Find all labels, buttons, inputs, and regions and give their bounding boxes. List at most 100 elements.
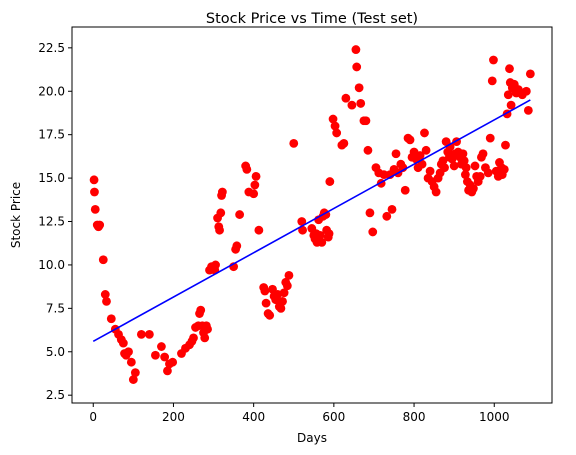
data-point [521,86,531,96]
plot-area [89,45,535,384]
data-point [328,114,338,124]
x-tick-label: 200 [162,410,185,424]
data-point [459,156,469,166]
data-point [200,333,210,343]
y-axis-label: Stock Price [9,182,23,248]
data-point [215,225,224,235]
data-point [330,121,340,131]
data-point [189,333,198,343]
data-point [90,204,100,214]
data-point [391,149,401,159]
data-point [102,297,111,306]
data-point [525,69,535,79]
data-point [475,171,485,181]
data-point [339,138,349,148]
data-point [469,184,478,193]
data-point [506,100,516,110]
data-point [461,163,471,173]
data-point [265,310,275,320]
data-point [216,208,226,218]
y-tick-label: 5.0 [46,345,65,359]
data-point [160,352,170,362]
data-point [203,324,212,334]
data-point [341,93,351,103]
data-point [382,211,392,221]
data-point [478,149,488,159]
data-point [503,90,513,100]
data-point [211,260,220,270]
data-point [276,303,286,313]
y-tick-label: 22.5 [38,41,65,55]
data-point [279,288,289,298]
data-point [251,171,261,181]
x-axis-label: Days [297,431,327,445]
y-tick-label: 10.0 [38,258,65,272]
data-point [261,298,271,308]
data-point [523,105,533,115]
data-point [151,350,160,360]
data-point [387,204,397,214]
data-point [354,83,364,93]
data-point [361,116,371,126]
x-tick-label: 800 [403,410,426,424]
data-point [365,208,375,218]
y-tick-label: 12.5 [38,215,65,229]
data-point [363,145,373,155]
data-point [100,290,110,299]
data-point [440,163,449,173]
data-point [431,187,441,197]
data-point [420,128,429,138]
data-point [98,255,108,265]
data-point [458,149,468,159]
data-point [351,45,361,54]
data-point [421,145,431,155]
data-point [128,375,138,384]
x-tick-label: 400 [242,410,265,424]
data-point [499,165,509,174]
data-point [297,217,307,226]
data-point [106,314,116,324]
data-point [485,133,495,143]
x-tick-label: 0 [89,410,97,424]
data-point [136,330,146,339]
data-point [415,151,425,160]
data-point [196,305,206,315]
data-point [417,159,427,169]
y-tick-label: 15.0 [38,171,65,185]
y-tick-label: 17.5 [38,128,65,142]
data-point [130,368,140,378]
data-point [90,187,99,197]
data-point [298,225,307,235]
data-point [249,189,259,199]
data-point [438,156,448,166]
data-point [284,270,294,280]
data-point [483,168,493,178]
data-point [489,55,498,65]
data-point [487,76,497,86]
data-point [317,237,327,247]
x-tick-label: 1000 [479,410,510,424]
data-point [289,138,299,148]
data-point [250,180,260,190]
x-axis: 0 200 400 600 800 1000 [89,403,510,424]
y-axis: 2.5 5.0 7.5 10.0 12.5 15.0 17.5 20.0 22.5 [38,41,72,402]
data-point [144,330,154,339]
axes-frame [71,26,553,404]
data-point [235,210,245,219]
data-point [315,231,325,240]
data-point [425,166,435,176]
chart-title: Stock Price vs Time (Test set) [206,11,418,27]
data-point [356,99,366,108]
data-point [124,347,133,357]
data-point [126,357,136,367]
data-point [157,342,166,351]
data-point [168,357,178,367]
y-tick-label: 2.5 [46,388,65,402]
data-point [324,229,334,239]
data-point [470,161,480,171]
data-point [282,281,292,291]
data-point [400,185,410,195]
data-point [325,177,335,186]
y-tick-label: 7.5 [46,301,65,315]
